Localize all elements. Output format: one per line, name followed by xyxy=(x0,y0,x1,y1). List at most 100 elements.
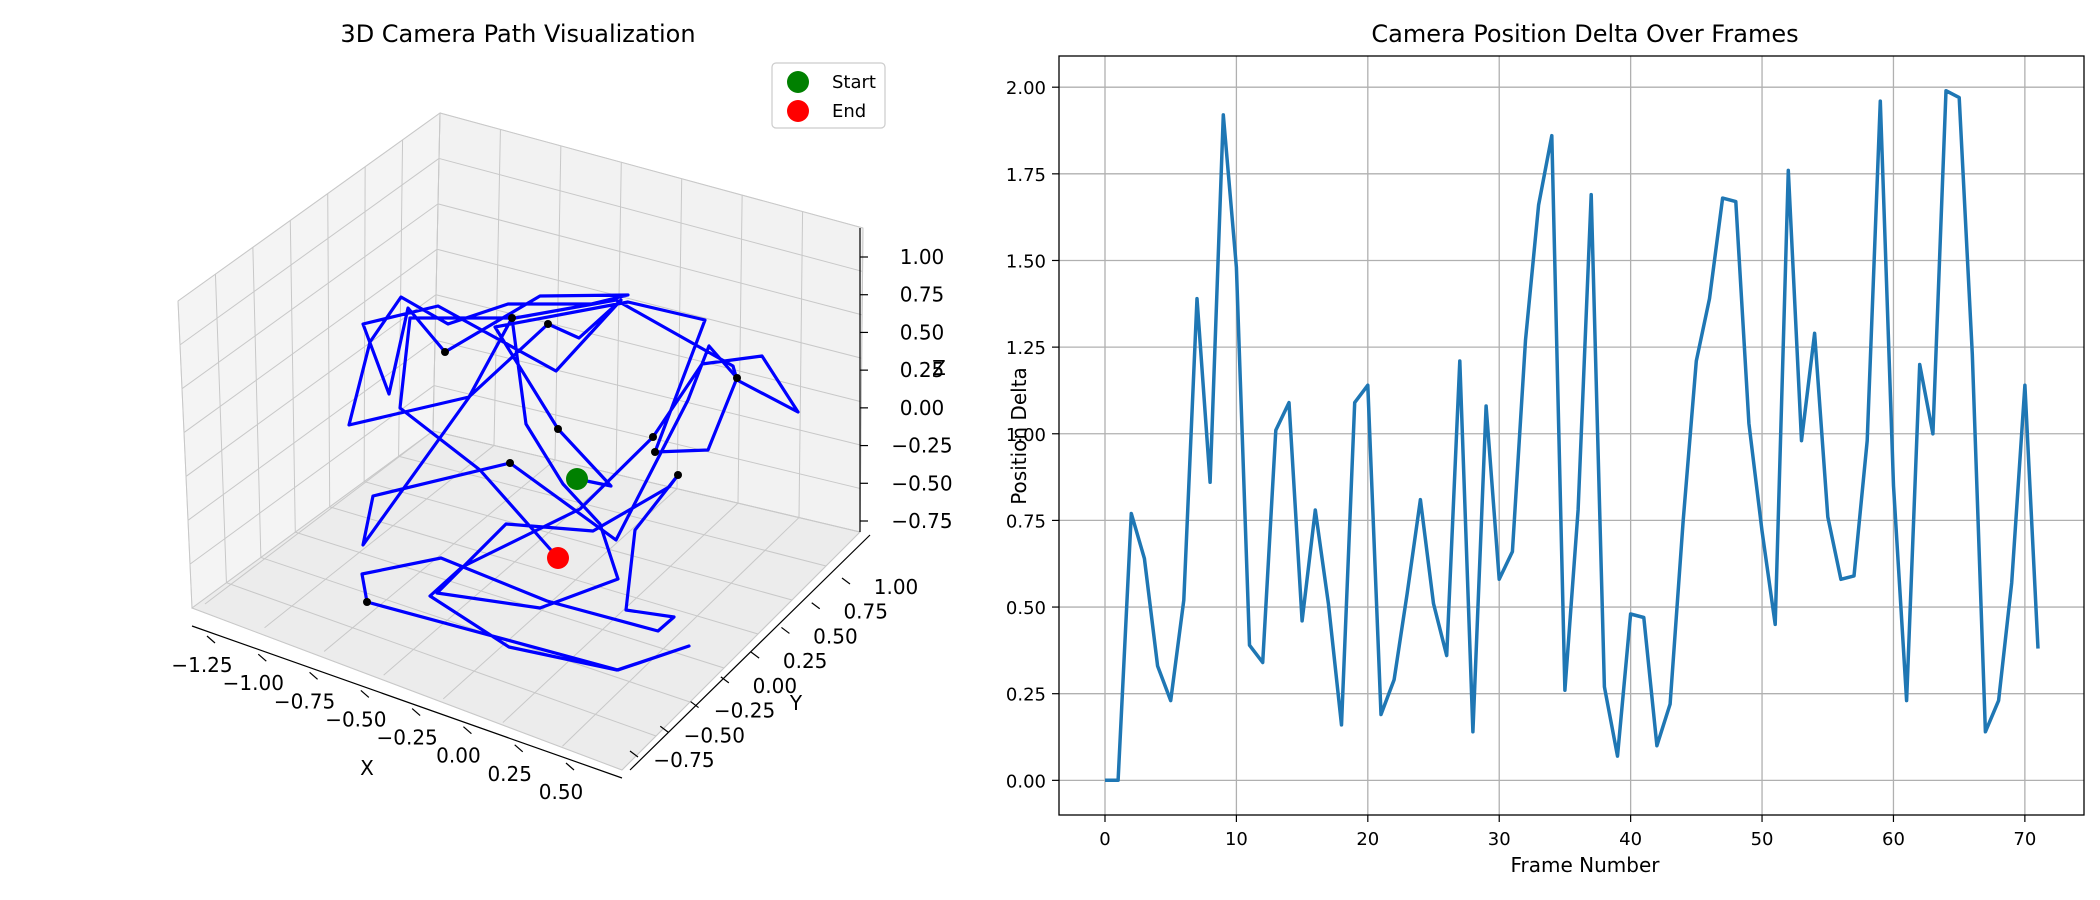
y-tick-label: 0.50 xyxy=(813,624,858,648)
y-tick-label: −0.75 xyxy=(653,748,714,772)
y-gridline xyxy=(295,531,725,669)
y-gridline xyxy=(398,455,827,567)
x-tick-mark xyxy=(514,744,524,753)
y-tick-label-2d: 0.75 xyxy=(1006,511,1046,532)
keyframe-markers xyxy=(363,314,741,606)
x-gridline-back xyxy=(615,162,622,475)
x-tick-mark xyxy=(206,635,216,644)
keyframe-dot xyxy=(544,320,552,328)
y-tick-label-2d: 1.50 xyxy=(1006,251,1046,272)
z-tick-label: 0.00 xyxy=(900,396,945,420)
legend-end-swatch xyxy=(787,100,809,122)
keyframe-dot xyxy=(674,471,682,479)
keyframe-dot xyxy=(441,348,449,356)
keyframe-dot xyxy=(506,459,514,467)
x-tick-label: 0.50 xyxy=(539,780,584,804)
x-tick-label-2d: 0 xyxy=(1099,829,1110,850)
z-gridline-wall xyxy=(181,203,439,390)
y-tick-label-2d: 1.25 xyxy=(1006,338,1046,359)
y-gridline-wall xyxy=(327,193,331,507)
y-axis-label-2d: Position Delta xyxy=(1007,367,1031,505)
z-gridline xyxy=(438,157,863,272)
z-tick-label: 0.75 xyxy=(900,283,945,307)
x-tick-mark xyxy=(565,762,575,771)
x-axis-label-2d: Frame Number xyxy=(1510,853,1660,877)
z-gridline-wall xyxy=(183,248,438,433)
x-gridline-back xyxy=(493,129,501,446)
position-delta-plot: Camera Position Delta Over Frames 0 10 20 3… xyxy=(1006,20,2085,877)
position-delta-line xyxy=(1105,88,2040,783)
x-tick-mark xyxy=(411,708,421,717)
y-gridline xyxy=(364,481,793,601)
legend-end-label: End xyxy=(832,101,866,122)
start-marker xyxy=(566,468,588,490)
x-tick-label: 0.00 xyxy=(436,744,481,768)
x-tick-mark xyxy=(257,653,267,662)
y-tick-mark xyxy=(720,676,730,684)
y-tick-mark xyxy=(659,725,669,733)
y-tick-label: 0.25 xyxy=(783,649,828,673)
y-gridline xyxy=(191,607,623,771)
keyframe-dot xyxy=(363,598,371,606)
y-tick-label-2d: 0.25 xyxy=(1006,685,1046,706)
z-tick-label: 0.50 xyxy=(900,320,945,344)
x-gridline xyxy=(204,430,434,605)
x-tick-mark xyxy=(463,726,472,735)
ticks-3d: −1.25−1.00−0.75−0.50−0.250.000.250.50−0.… xyxy=(171,245,952,804)
z-gridline xyxy=(437,203,863,316)
x-tick-label: 0.25 xyxy=(487,762,532,786)
y-tick-label-2d: 1.00 xyxy=(1006,425,1046,446)
y-tick-mark xyxy=(629,750,639,758)
z-gridline-wall xyxy=(185,294,437,477)
x-ticks-2d: 0 10 20 30 40 50 60 70 xyxy=(1099,815,2036,850)
z-tick-label: −0.25 xyxy=(891,434,952,458)
plot2d-title: Camera Position Delta Over Frames xyxy=(1371,20,1798,48)
plot2d-frame xyxy=(1058,55,2085,816)
y-gridline xyxy=(260,556,691,703)
z-gridline xyxy=(436,248,862,359)
x-tick-label-2d: 10 xyxy=(1225,829,1248,850)
keyframe-dot xyxy=(554,425,562,433)
legend: Start End xyxy=(771,62,886,129)
keyframe-dot xyxy=(649,433,657,441)
x-axis-line xyxy=(191,625,623,779)
keyframe-dot xyxy=(651,448,659,456)
x-tick-label: −0.50 xyxy=(325,707,386,731)
z-gridline xyxy=(434,339,861,446)
x-tick-label: −1.25 xyxy=(171,653,232,677)
y-tick-label-2d: 2.00 xyxy=(1006,78,1046,99)
z-tick-label: −0.75 xyxy=(891,509,952,533)
x-tick-label-2d: 20 xyxy=(1356,829,1379,850)
y-tick-label-2d: 0.50 xyxy=(1006,598,1046,619)
plot3d-title: 3D Camera Path Visualization xyxy=(340,20,695,48)
x-tick-mark xyxy=(360,689,370,698)
y-gridline-wall xyxy=(214,274,227,583)
x-tick-label-2d: 70 xyxy=(2013,829,2036,850)
z-gridline-wall xyxy=(177,112,441,302)
x-gridline xyxy=(562,517,800,747)
camera-path-line xyxy=(347,293,800,672)
y-axis-label: Y xyxy=(789,691,803,715)
x-tick-label-2d: 50 xyxy=(1751,829,1774,850)
y-gridline-wall xyxy=(252,247,262,558)
x-gridline-back xyxy=(676,178,683,489)
y-tick-label-2d: 0.00 xyxy=(1006,771,1046,792)
y-tick-mark xyxy=(781,626,790,634)
x-tick-label-2d: 40 xyxy=(1619,829,1642,850)
x-tick-label-2d: 60 xyxy=(1882,829,1905,850)
z-gridline-wall xyxy=(179,158,440,346)
x-gridline xyxy=(383,473,617,676)
z-tick-label: 0.25 xyxy=(900,358,945,382)
z-tick-label: 1.00 xyxy=(900,245,945,269)
x-gridline xyxy=(502,502,739,723)
y-gridline-wall xyxy=(177,300,193,609)
y-tick-mark xyxy=(690,701,699,709)
x-tick-label: −0.75 xyxy=(274,689,335,713)
x-gridline xyxy=(621,531,861,771)
z-gridline xyxy=(439,112,864,229)
y-gridline xyxy=(329,506,759,635)
camera-path-3d-plot: 3D Camera Path Visualization −1.25−1.00−… xyxy=(171,20,952,804)
y-tick-label: −0.50 xyxy=(684,723,745,747)
y-tick-label: 0.00 xyxy=(753,674,798,698)
